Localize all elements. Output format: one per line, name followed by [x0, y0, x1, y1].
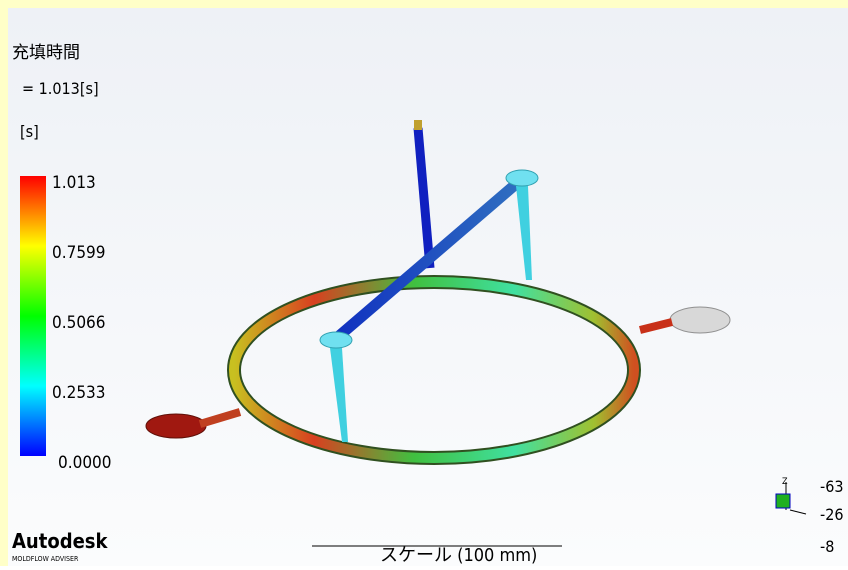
- logo: Autodesk: [12, 529, 109, 553]
- triad-label: Z: [782, 477, 788, 487]
- legend-label: 0.7599: [52, 243, 106, 263]
- drop: [516, 186, 532, 280]
- gate-pad: [145, 413, 207, 439]
- gate: [639, 318, 673, 334]
- drop-head: [505, 169, 539, 187]
- legend-label: 0.5066: [52, 313, 106, 333]
- drop-head: [319, 331, 353, 349]
- model: [145, 120, 731, 465]
- result-title: 充填時間: [12, 43, 80, 63]
- color-scale: [20, 176, 46, 456]
- x-axis: [789, 509, 807, 515]
- legend-label: 0.0000: [58, 453, 112, 473]
- unit: [s]: [20, 122, 39, 141]
- ring: [229, 277, 639, 463]
- nozzle: [414, 120, 422, 130]
- gate: [198, 408, 242, 428]
- result-value: = 1.013[s]: [22, 79, 99, 98]
- triad-box: [775, 493, 791, 509]
- triad-label: -63: [820, 477, 844, 496]
- triad-label: -8: [820, 537, 834, 556]
- runner: [328, 173, 527, 347]
- legend-label: 1.013: [52, 173, 96, 193]
- gate-pad: [669, 306, 731, 334]
- logo-product: MOLDFLOW ADVISER: [12, 555, 79, 563]
- sprue: [413, 127, 435, 269]
- drop: [330, 348, 348, 442]
- triad-label: -26: [820, 505, 844, 524]
- scale-label: スケール (100 mm): [380, 545, 537, 566]
- legend-label: 0.2533: [52, 383, 106, 403]
- triad: Z -63 -26 -8: [775, 477, 844, 556]
